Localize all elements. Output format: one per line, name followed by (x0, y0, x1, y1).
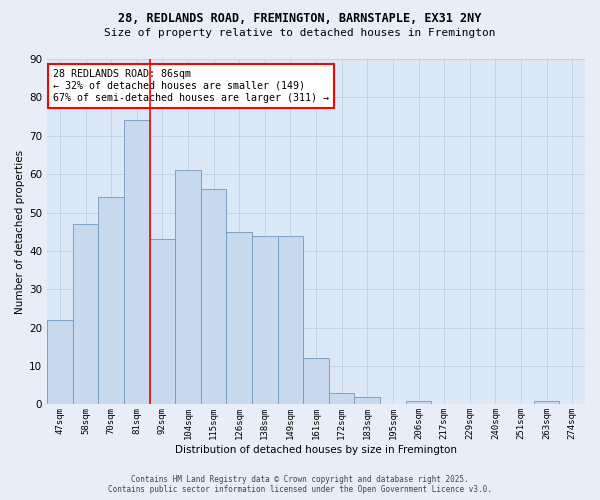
Bar (303, 358, 329, 405)
Bar (278, 236, 303, 404)
Y-axis label: Number of detached properties: Number of detached properties (15, 150, 25, 314)
Bar (534, 400, 559, 404)
Bar (406, 400, 431, 404)
Bar (124, 120, 149, 405)
Bar (329, 393, 355, 404)
Bar (252, 236, 278, 404)
Bar (175, 170, 201, 404)
Text: 28 REDLANDS ROAD: 86sqm
← 32% of detached houses are smaller (149)
67% of semi-d: 28 REDLANDS ROAD: 86sqm ← 32% of detache… (53, 70, 329, 102)
Text: 28, REDLANDS ROAD, FREMINGTON, BARNSTAPLE, EX31 2NY: 28, REDLANDS ROAD, FREMINGTON, BARNSTAPL… (118, 12, 482, 26)
Bar (201, 190, 226, 404)
Bar (226, 232, 252, 404)
Bar (73, 224, 98, 404)
Bar (355, 396, 380, 404)
Bar (149, 240, 175, 404)
Text: Contains HM Land Registry data © Crown copyright and database right 2025.
Contai: Contains HM Land Registry data © Crown c… (108, 474, 492, 494)
Text: Size of property relative to detached houses in Fremington: Size of property relative to detached ho… (104, 28, 496, 38)
Bar (47, 320, 73, 404)
Bar (98, 197, 124, 404)
X-axis label: Distribution of detached houses by size in Fremington: Distribution of detached houses by size … (175, 445, 457, 455)
